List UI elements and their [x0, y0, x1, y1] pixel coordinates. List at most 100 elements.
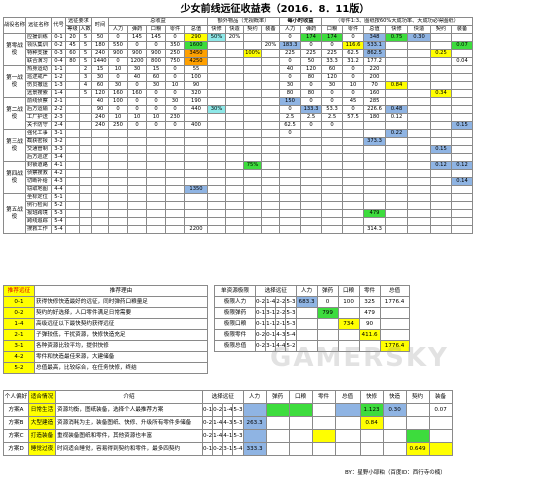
plans-table: 个人偏好 适合情况 介绍 选择远征 人力 弹药 口粮 零件 总值 快修 快造 契约 装备 方案A 日常生活资… — [3, 390, 453, 456]
value-cell: 5 — [79, 49, 92, 58]
recommend-reason: 总值最高，比较综合，在任务快修，终结 — [34, 362, 208, 374]
value-cell: 2.5 — [279, 113, 301, 122]
value-cell — [321, 217, 343, 226]
expedition-code: 1-4 — [265, 296, 277, 308]
value-cell: 80 — [300, 73, 322, 82]
table-row: 极限口粮 0-1 1-1 2-1 5-3 734 90 — [214, 318, 410, 330]
expedition-code: 2-3 — [51, 113, 66, 122]
expedition-code: 3-2 — [51, 137, 66, 146]
value-cell — [407, 113, 431, 122]
value-cell: 900 — [127, 49, 147, 58]
value-cell — [363, 201, 386, 210]
value-cell — [91, 225, 109, 234]
value-cell — [342, 137, 364, 146]
resource-name: 极限弹药 — [214, 307, 256, 319]
value-cell: 0 — [321, 121, 343, 130]
value-cell — [407, 225, 431, 234]
value-cell — [430, 81, 452, 90]
header-row: 单资源极限 选择远征 人力 弹药 口粮 零件 总值 — [214, 285, 410, 297]
value-cell — [342, 201, 364, 210]
value-cell — [382, 429, 407, 443]
table-row: 例行检阅 5-2 — [4, 201, 473, 210]
value-cell — [225, 97, 244, 106]
subheader-cell: 人数 — [79, 25, 92, 34]
value-cell — [407, 81, 431, 90]
value-cell — [243, 145, 262, 154]
value-cell — [243, 33, 262, 42]
expedition-code: 3-1 — [265, 340, 277, 352]
value-cell — [108, 225, 128, 234]
header-cell: 弹药 — [316, 285, 339, 297]
value-cell: 180 — [91, 41, 109, 50]
table-row: 截获密报 3-2 373.3 — [4, 137, 473, 146]
value-cell — [428, 442, 453, 456]
value-cell — [243, 169, 262, 178]
header-cell: 快造 — [382, 390, 407, 404]
value-cell — [451, 89, 473, 98]
value-cell — [300, 129, 322, 138]
expedition-code: 0-3 — [51, 49, 66, 58]
value-cell — [184, 129, 208, 138]
table-row: 第二战役 前线侦察 2-1 40 100 0 0 30 190 150 0 0 45 285 — [3, 97, 473, 130]
value-cell — [385, 185, 408, 194]
value-cell: 1776.4 — [379, 340, 410, 352]
header-cell: 选择远征 — [202, 390, 244, 404]
resource-name: 极限人力 — [214, 296, 256, 308]
value-cell — [65, 137, 80, 146]
page-title: 少女前线远征收益表（2016．8．11版） — [180, 4, 370, 15]
value-cell: 10 — [165, 81, 185, 90]
value-cell — [79, 153, 92, 162]
value-cell: 0 — [342, 89, 364, 98]
value-cell: 60 — [91, 81, 109, 90]
value-cell — [300, 193, 322, 202]
value-cell — [91, 177, 109, 186]
value-cell — [207, 113, 226, 122]
value-cell — [385, 177, 408, 186]
value-cell — [225, 185, 244, 194]
expedition-code: 4-1 — [51, 161, 66, 170]
value-cell — [146, 153, 166, 162]
value-cell — [279, 209, 301, 218]
resource-name: 极限口粮 — [214, 318, 256, 330]
value-cell — [91, 193, 109, 202]
value-cell — [207, 41, 226, 50]
value-cell — [337, 329, 360, 341]
value-cell — [65, 121, 80, 130]
value-cell — [300, 225, 322, 234]
value-cell — [225, 73, 244, 82]
subheader-row: 等级 人数 人力 弹药 口粮 零件 总值 快修 快造 契约 装备 人力 弹药 口粮 零件 总值 快修 快造 契约 装备 — [4, 25, 473, 34]
value-cell — [79, 161, 92, 170]
value-cell: 190 — [184, 97, 208, 106]
table-row: 方案D 睡觉过夜 时间适合睡觉，容易得到契约和零件，最多四契约 0-1 0-2 3-1 5-… — [3, 442, 453, 456]
expedition-code: 0-2 — [201, 416, 214, 430]
value-cell — [300, 177, 322, 186]
value-cell — [207, 137, 226, 146]
value-cell: 3 — [79, 73, 92, 82]
value-cell: 50 — [300, 57, 322, 66]
value-cell — [451, 73, 473, 82]
value-cell: 240 — [91, 113, 109, 122]
expedition-code: 1-4 — [51, 89, 66, 98]
value-cell: 4 — [79, 81, 92, 90]
value-cell — [363, 145, 386, 154]
table-row: 后方运输 2-2 90 0 0 0 0 440 30% 0 133.3 53.3 0 226.6 0.48 — [4, 105, 473, 114]
value-cell — [261, 81, 280, 90]
value-cell — [385, 65, 408, 74]
value-cell — [108, 129, 128, 138]
value-cell — [359, 442, 384, 456]
value-cell: 734 — [337, 318, 360, 330]
value-cell: 150 — [279, 97, 301, 106]
value-cell — [65, 73, 80, 82]
expedition-code: 2-2 — [275, 307, 287, 319]
value-cell: 225 — [279, 49, 301, 58]
value-cell — [165, 161, 185, 170]
expedition-code: 5-1 — [51, 193, 66, 202]
value-cell: 1776.4 — [379, 296, 410, 308]
value-cell — [243, 153, 262, 162]
value-cell: 230 — [165, 113, 185, 122]
value-cell: 30 — [127, 65, 147, 74]
header-cell: 零件 — [311, 390, 336, 404]
value-cell — [91, 169, 109, 178]
value-cell — [65, 193, 80, 202]
value-cell: 0 — [279, 57, 301, 66]
